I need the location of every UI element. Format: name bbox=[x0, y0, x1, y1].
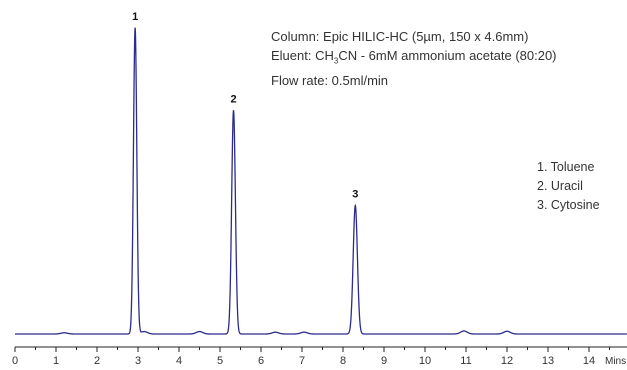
x-tick-label: 14 bbox=[583, 355, 595, 367]
eluent-info: Eluent: CH3CN - 6mM ammonium acetate (80… bbox=[271, 46, 557, 71]
x-tick-label: 3 bbox=[135, 355, 141, 367]
eluent-suffix: CN - 6mM ammonium acetate (80:20) bbox=[338, 48, 557, 63]
x-tick-label: 0 bbox=[12, 355, 18, 367]
column-info: Column: Epic HILIC-HC (5µm, 150 x 4.6mm) bbox=[271, 29, 529, 44]
x-tick-label: 5 bbox=[217, 355, 223, 367]
chromatogram-trace bbox=[15, 27, 627, 335]
peak-label-2: 2 bbox=[230, 94, 236, 106]
x-axis-unit-label: Mins bbox=[605, 356, 626, 367]
eluent-subscript: 3 bbox=[333, 56, 339, 66]
legend-item-toluene: 1. Toluene bbox=[537, 160, 595, 174]
x-tick-label: 4 bbox=[176, 355, 182, 367]
method-info: Column: Epic HILIC-HC (5µm, 150 x 4.6mm)… bbox=[271, 27, 557, 90]
x-tick-label: 7 bbox=[299, 355, 305, 367]
x-tick-label: 2 bbox=[94, 355, 100, 367]
x-tick-label: 6 bbox=[258, 355, 264, 367]
peak-labels: 1 2 3 bbox=[132, 11, 358, 200]
x-tick-label: 8 bbox=[340, 355, 346, 367]
x-tick-label: 1 bbox=[53, 355, 59, 367]
x-tick-label: 13 bbox=[542, 355, 554, 367]
compound-legend: 1. Toluene 2. Uracil 3. Cytosine bbox=[537, 158, 600, 215]
peak-label-3: 3 bbox=[352, 188, 358, 200]
x-axis: 0 1 2 3 4 5 6 7 8 9 10 11 12 13 14 Mins bbox=[12, 346, 627, 367]
legend-item-uracil: 2. Uracil bbox=[537, 179, 583, 193]
x-tick-label: 11 bbox=[460, 355, 471, 367]
x-tick-label: 9 bbox=[381, 355, 387, 367]
x-tick-label: 10 bbox=[419, 355, 431, 367]
peak-label-1: 1 bbox=[132, 11, 138, 23]
eluent-prefix: Eluent: CH bbox=[271, 48, 334, 63]
x-tick-label: 12 bbox=[501, 355, 513, 367]
legend-item-cytosine: 3. Cytosine bbox=[537, 198, 600, 212]
flow-rate-info: Flow rate: 0.5ml/min bbox=[271, 72, 389, 88]
